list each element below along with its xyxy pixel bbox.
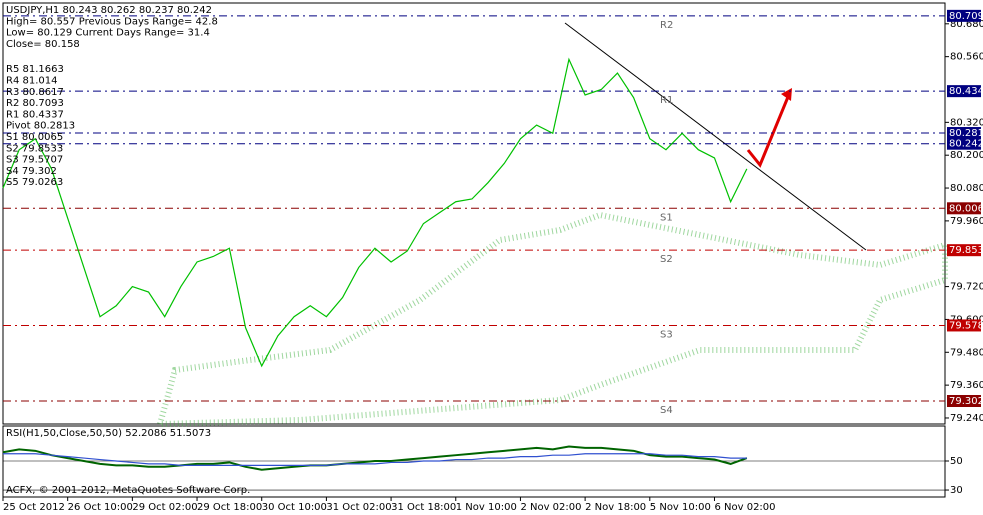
y-tick-label: 79.480	[950, 347, 983, 358]
x-tick-label: 29 Oct 02:00	[132, 502, 197, 513]
price-panel	[2, 2, 946, 425]
x-tick-label: 2 Nov 18:00	[585, 502, 646, 513]
level-label: R1	[660, 95, 673, 106]
x-tick-label: 1 Nov 10:00	[456, 502, 517, 513]
info-line: S2 79.8533	[6, 143, 63, 154]
level-box	[947, 395, 981, 408]
level-label: S4	[660, 405, 673, 416]
level-value: 79.578	[949, 320, 983, 331]
y-tick-label: 80.320	[950, 117, 983, 128]
level-box	[947, 85, 981, 98]
info-line: S5 79.0263	[6, 177, 63, 188]
series-line	[2, 57, 748, 368]
cloud	[156, 211, 948, 428]
info-line: R1 80.4337	[6, 109, 64, 120]
y-tick-label: 30	[950, 485, 963, 496]
level-box	[947, 127, 981, 140]
y-tick-label: 79.960	[950, 216, 983, 227]
level-box	[947, 137, 981, 150]
level-value: 80.281	[949, 128, 983, 139]
x-tick-label: 2 Nov 02:00	[520, 502, 581, 513]
x-tick-label: 29 Oct 18:00	[197, 502, 262, 513]
info-line: S4 79.302	[6, 166, 57, 177]
rsi-panel	[2, 425, 946, 498]
info-line: R3 80.8617	[6, 87, 64, 98]
info-line: Low= 80.129 Current Days Range= 31.4	[6, 28, 210, 39]
y-tick-label: 80.080	[950, 183, 983, 194]
info-line: S3 79.5707	[6, 155, 63, 166]
y-tick-label: 50	[950, 456, 963, 467]
level-value: 80.434	[949, 86, 983, 97]
level-value: 79.853	[949, 245, 983, 256]
level-value: 80.006	[949, 203, 983, 214]
x-tick-label: 31 Oct 18:00	[391, 502, 456, 513]
level-label: S1	[660, 212, 673, 223]
series-line	[3, 453, 747, 466]
x-tick-label: 30 Oct 10:00	[262, 502, 327, 513]
level-box	[947, 319, 981, 332]
copyright: ACFX, © 2001-2012, MetaQuotes Software C…	[6, 485, 250, 496]
info-line: R4 81.014	[6, 76, 57, 87]
level-value: 79.302	[949, 396, 983, 407]
series-line	[2, 445, 748, 471]
level-label: S2	[660, 254, 673, 265]
level-box	[947, 202, 981, 215]
level-value: 80.709	[949, 11, 983, 22]
y-tick-label: 80.680	[950, 19, 983, 30]
info-line: R5 81.1663	[6, 64, 64, 75]
level-value: 80.242	[949, 139, 983, 150]
info-line: R2 80.7093	[6, 98, 64, 109]
y-tick-label: 80.200	[950, 150, 983, 161]
level-box	[947, 9, 981, 22]
info-line: Close= 80.158	[6, 39, 80, 50]
rsi-title: RSI(H1,50,Close,50,50) 52.2086 51.5073	[6, 428, 211, 439]
info-line: S1 80.0065	[6, 132, 63, 143]
trend-line	[564, 22, 867, 251]
level-label: R2	[660, 20, 673, 31]
x-tick-label: 31 Oct 02:00	[326, 502, 391, 513]
level-box	[947, 244, 981, 257]
info-line: Pivot 80.2813	[6, 121, 75, 132]
forecast-arrow	[746, 91, 792, 168]
x-tick-label: 25 Oct 2012	[3, 502, 65, 513]
level-label: S3	[660, 329, 673, 340]
info-line: High= 80.557 Previous Days Range= 42.8	[6, 16, 218, 27]
x-tick-label: 5 Nov 10:00	[650, 502, 711, 513]
y-tick-label: 79.360	[950, 380, 983, 391]
y-tick-label: 80.560	[950, 52, 983, 63]
x-tick-label: 26 Oct 10:00	[68, 502, 133, 513]
y-tick-label: 79.720	[950, 282, 983, 293]
y-tick-label: 79.240	[950, 413, 983, 424]
info-line: USDJPY,H1 80.243 80.262 80.237 80.242	[6, 5, 212, 16]
x-tick-label: 6 Nov 02:00	[714, 502, 775, 513]
